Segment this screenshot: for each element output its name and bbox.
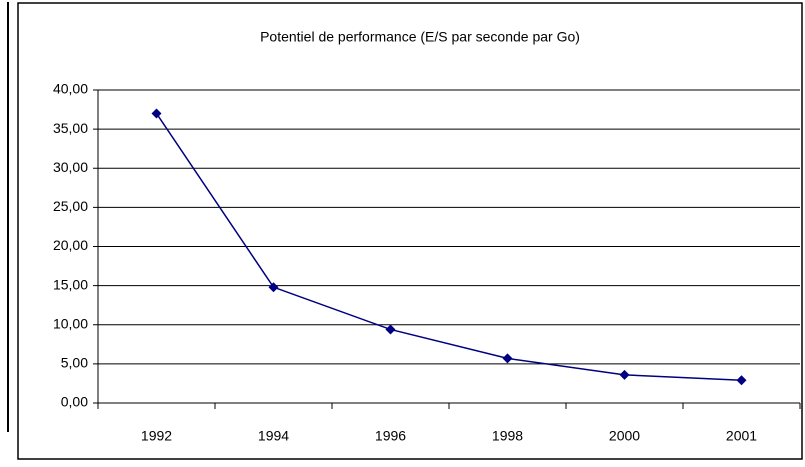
y-tick-label: 20,00 — [53, 237, 88, 253]
x-tick-label: 1996 — [375, 428, 406, 444]
y-tick-label: 30,00 — [53, 159, 88, 175]
x-tick-label: 2001 — [726, 428, 757, 444]
marker — [502, 353, 513, 364]
y-tick-label: 15,00 — [53, 276, 88, 292]
line — [155, 113, 742, 382]
marker — [736, 375, 747, 386]
x-tick-label: 1992 — [141, 428, 172, 444]
y-tick-label: 5,00 — [61, 355, 88, 371]
chart-title: Potentiel de performance (E/S par second… — [260, 29, 580, 45]
marker — [151, 108, 162, 119]
y-tick-label: 35,00 — [53, 120, 88, 136]
marker — [385, 324, 396, 335]
marker — [268, 282, 279, 293]
x-tick-label: 2000 — [609, 428, 640, 444]
y-tick-label: 0,00 — [61, 394, 88, 410]
y-tick-label: 25,00 — [53, 198, 88, 214]
y-tick-label: 40,00 — [53, 81, 88, 97]
x-tick-label: 1994 — [258, 428, 289, 444]
chart-frame — [17, 2, 803, 460]
y-tick-label: 10,00 — [53, 315, 88, 331]
marker — [619, 369, 630, 380]
x-tick-label: 1998 — [492, 428, 523, 444]
